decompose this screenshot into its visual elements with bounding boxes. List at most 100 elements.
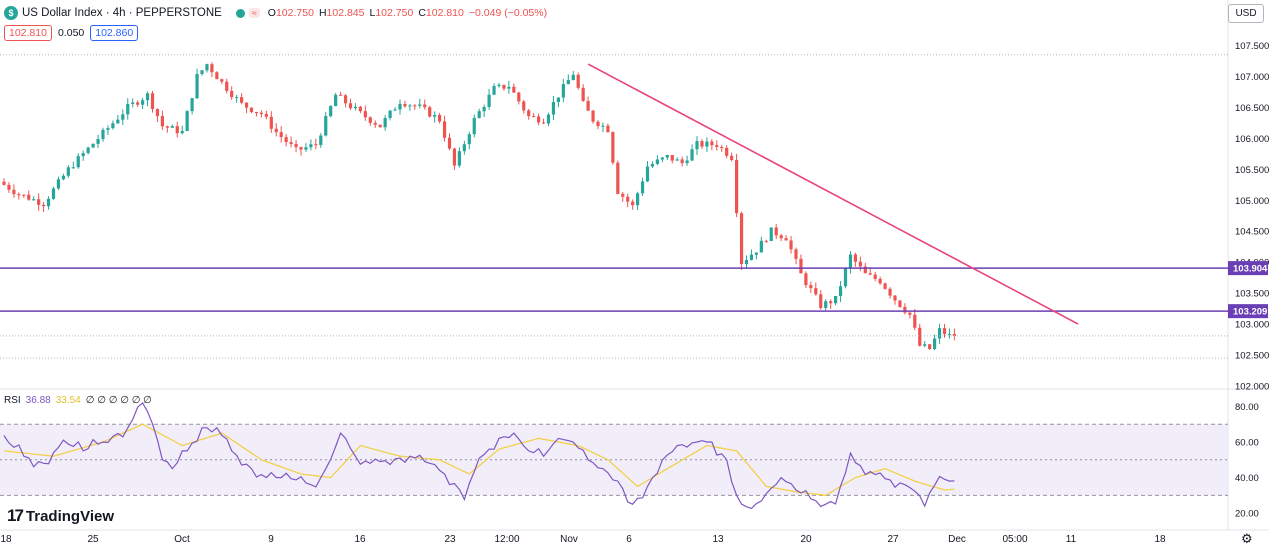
time-tick-label: 18 — [1154, 534, 1166, 545]
price-axis[interactable]: 102.000102.500103.000103.500104.000104.5… — [1228, 41, 1269, 393]
ohlc-label: L — [369, 7, 376, 19]
tradingview-logo-text: TradingView — [25, 507, 115, 525]
candle-body — [51, 188, 56, 199]
rsi-tick-label: 60.00 — [1235, 438, 1259, 449]
data-delay-badge: ≈ — [248, 8, 260, 18]
buy-price-button[interactable]: 102.860 — [90, 25, 139, 41]
candle-body — [804, 273, 808, 286]
candle-body — [319, 135, 323, 145]
candle-body — [546, 114, 551, 124]
candle-body — [368, 117, 372, 123]
candle-body — [200, 70, 204, 74]
candle-body — [843, 268, 848, 287]
candle-body — [933, 338, 937, 349]
candle-body — [240, 97, 244, 103]
candle-body — [383, 117, 387, 128]
tradingview-logo[interactable]: 17 TradingView — [7, 506, 114, 526]
candle-body — [571, 74, 575, 81]
candle-body — [279, 132, 283, 138]
candle-body — [908, 312, 912, 315]
rsi-extra-values: ∅ ∅ ∅ ∅ ∅ ∅ — [85, 395, 152, 406]
time-tick-label: 05:00 — [1002, 534, 1027, 545]
candle-body — [759, 240, 763, 253]
candle-body — [913, 314, 917, 328]
trendline[interactable] — [587, 63, 1079, 325]
level-price-tag — [1228, 261, 1268, 276]
candle-body — [12, 189, 16, 195]
ohlc-values: O102.750 H102.845 L102.750 C102.810 −0.0… — [268, 7, 547, 19]
candle-body — [893, 295, 897, 301]
time-tick-label: Nov — [560, 534, 578, 545]
candle-body — [799, 258, 803, 274]
candle-body — [294, 143, 298, 148]
candle-body — [96, 138, 100, 144]
candle-body — [91, 143, 95, 148]
candle-body — [61, 175, 65, 180]
symbol-title[interactable]: US Dollar Index · 4h · PEPPERSTONE — [22, 7, 222, 19]
candle-body — [561, 84, 565, 98]
candle-body — [556, 97, 560, 102]
candle-body — [220, 79, 224, 82]
candle-body — [304, 147, 308, 150]
candle-body — [903, 306, 907, 313]
candle-body — [353, 106, 358, 109]
candle-body — [848, 254, 853, 269]
currency-button[interactable]: USD — [1228, 4, 1264, 23]
candle-body — [838, 286, 843, 296]
time-axis[interactable]: 18 25 Oct 9 16 23 12:00 Nov 6 13 20 27 Dec 05:00 11 18 — [0, 534, 1166, 545]
candle-body — [636, 193, 640, 206]
candle-body — [467, 134, 471, 145]
price-tick-label: 106.500 — [1235, 103, 1269, 114]
candle-body — [928, 344, 932, 349]
candle-body — [631, 201, 635, 206]
ohlc-change: −0.049 (−0.05%) — [468, 7, 548, 19]
price-tick-label: 102.500 — [1235, 351, 1269, 362]
candle-body — [819, 294, 823, 308]
level-price-tag-label: 103.904 — [1233, 264, 1268, 275]
candle-body — [175, 126, 179, 134]
candle-body — [601, 125, 605, 127]
candle-body — [487, 94, 491, 107]
candle-body — [576, 74, 580, 88]
candle-body — [858, 261, 862, 267]
sell-price-button[interactable]: 102.810 — [4, 25, 52, 41]
price-tick-label: 105.000 — [1235, 196, 1269, 207]
candle-body — [774, 227, 778, 236]
candle-body — [348, 103, 353, 109]
candle-body — [616, 162, 620, 194]
candle-body — [512, 86, 516, 93]
candle-body — [66, 167, 70, 176]
candle-body — [477, 111, 481, 118]
candle-body — [502, 84, 506, 89]
candle-body — [626, 196, 630, 202]
candle-body — [611, 132, 615, 163]
candle-body — [665, 155, 669, 158]
candle-body — [235, 97, 239, 99]
candle-body — [299, 147, 303, 150]
candle-body — [329, 106, 333, 117]
rsi-tick-label: 80.00 — [1235, 402, 1259, 413]
candle-body — [358, 106, 362, 112]
settings-gear-icon[interactable]: ⚙ — [1241, 531, 1253, 546]
symbol-icon: $ — [4, 6, 18, 20]
rsi-ma-line — [3, 423, 955, 496]
candle-body — [334, 94, 338, 107]
candle-body — [497, 84, 501, 87]
candle-body — [106, 128, 110, 130]
candle-body — [735, 159, 739, 214]
candle-body — [640, 181, 645, 194]
candle-body — [700, 141, 704, 147]
candle-body — [937, 328, 942, 339]
time-tick-label: 23 — [444, 534, 456, 545]
ohlc-value: 102.810 — [425, 7, 464, 19]
trendline-layer[interactable] — [587, 63, 1079, 325]
candle-body — [284, 137, 288, 143]
ohlc-value: 102.750 — [275, 7, 314, 19]
candle-body — [744, 259, 749, 265]
candle-body — [764, 240, 768, 242]
candle-body — [452, 148, 457, 166]
candle-body — [195, 73, 199, 99]
rsi-label[interactable]: RSI — [4, 395, 21, 406]
candle-body — [660, 157, 664, 160]
